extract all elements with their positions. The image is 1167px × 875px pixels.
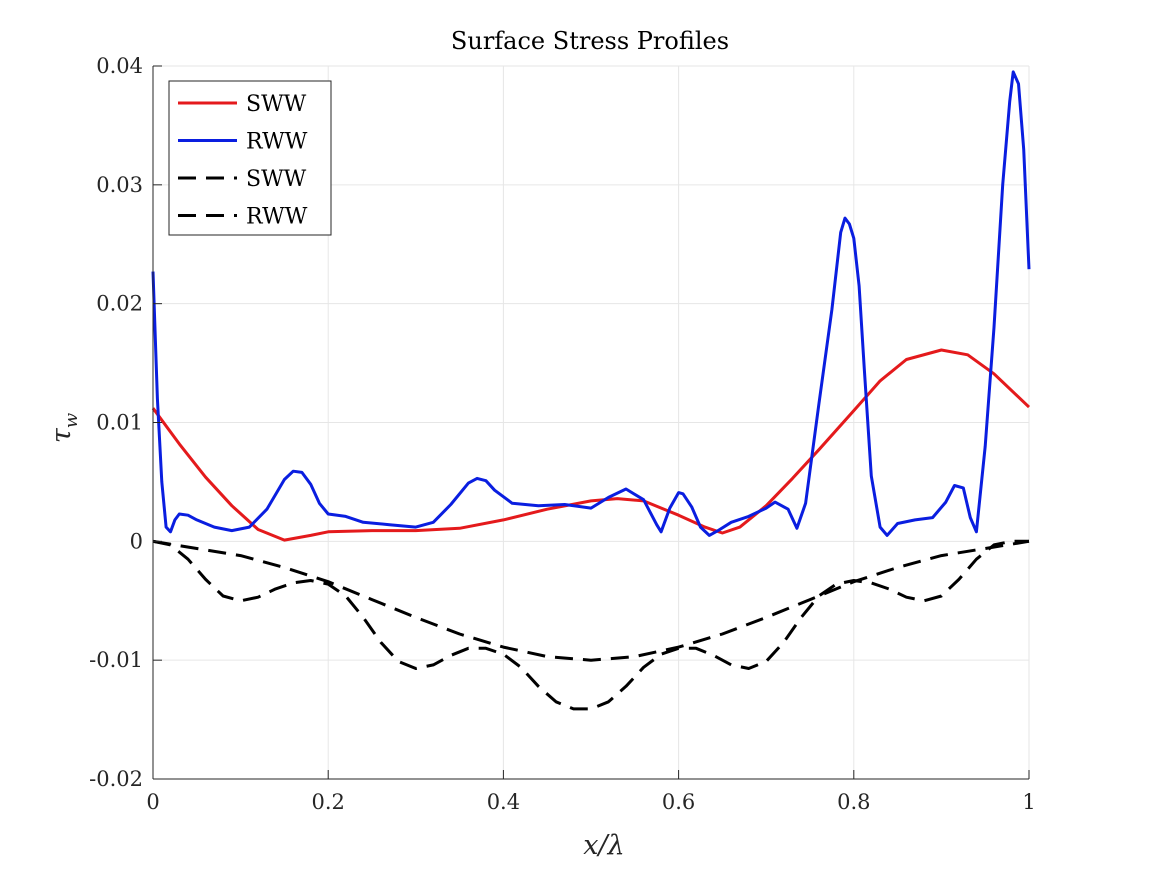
legend-label: RWW xyxy=(246,130,308,155)
y-tick-label: -0.02 xyxy=(89,767,143,791)
y-axis-label: τw xyxy=(46,412,82,443)
y-tick-label: 0.02 xyxy=(96,292,143,316)
x-tick-label: 0.6 xyxy=(662,790,695,814)
series-line-rww-solid xyxy=(151,70,1031,537)
x-tick-label: 0.8 xyxy=(837,790,870,814)
axes xyxy=(152,65,1030,780)
y-axis-label-main: τ xyxy=(46,427,77,443)
x-tick-label: 0.4 xyxy=(487,790,520,814)
legend-entries: SWW RWW SWW RWW xyxy=(178,92,308,230)
y-tick-label: 0 xyxy=(130,529,143,553)
y-tick-label: 0.01 xyxy=(96,411,143,435)
y-tick-label: 0.04 xyxy=(96,54,143,78)
legend-box xyxy=(168,80,332,236)
tick-labels: 0 0.2 0.4 0.6 0.8 1 -0.02 -0.01 0 0.01 0.02 0.03 0.0… xyxy=(89,54,1036,814)
series-line-sww-solid xyxy=(151,348,1031,542)
chart-title: Surface Stress Profiles xyxy=(451,27,729,55)
legend: SWW RWW SWW RWW xyxy=(168,80,332,236)
grid xyxy=(152,65,1030,780)
y-axis-label-subscript: w xyxy=(61,412,82,428)
legend-label: SWW xyxy=(246,92,307,117)
y-tick-label: -0.01 xyxy=(89,648,143,672)
y-tick-label: 0.03 xyxy=(96,173,143,197)
x-axis-label: x/λ xyxy=(583,830,624,861)
y-axis-label-group: τw xyxy=(46,412,82,443)
plot-series xyxy=(151,70,1031,711)
series-line-sww-dashed xyxy=(152,539,1030,662)
legend-label: RWW xyxy=(246,205,308,230)
legend-label: SWW xyxy=(246,167,307,192)
x-tick-label: 1 xyxy=(1022,790,1035,814)
series-line-rww-dashed xyxy=(152,539,1029,711)
x-tick-label: 0.2 xyxy=(311,790,344,814)
x-tick-label: 0 xyxy=(146,790,159,814)
